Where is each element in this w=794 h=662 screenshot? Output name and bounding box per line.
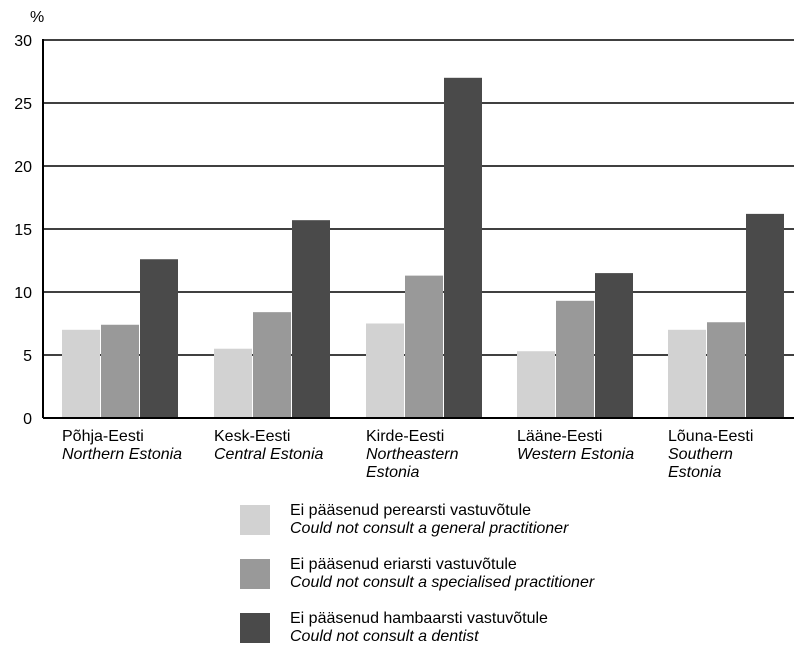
bar [707,322,745,418]
legend-item-general-practitioner: Ei pääsenud perearsti vastuvõtule Could … [240,500,594,540]
category-label-en: Estonia [366,464,419,481]
legend-label-en: Could not consult a specialised practiti… [290,574,595,591]
legend-label-et: Ei pääsenud hambaarsti vastuvõtule [290,610,548,627]
category-label-en: Central Estonia [214,446,323,463]
legend-label-dentist: Ei pääsenud hambaarsti vastuvõtule Could… [290,610,548,646]
bar [292,220,330,418]
y-tick-label: 5 [23,348,32,365]
legend-label-general-practitioner: Ei pääsenud perearsti vastuvõtule Could … [290,502,568,538]
category-label-et: Kesk-Eesti [214,428,290,445]
y-tick-label: 10 [14,285,32,302]
legend-item-specialised-practitioner: Ei pääsenud eriarsti vastuvõtule Could n… [240,554,594,594]
bar [405,275,443,418]
legend-label-et: Ei pääsenud eriarsti vastuvõtule [290,556,517,573]
category-label-et: Kirde-Eesti [366,428,444,445]
bar [214,348,252,418]
bar [668,329,706,418]
category-label-en: Northern Estonia [62,446,182,463]
bar [62,329,100,418]
legend: Ei pääsenud perearsti vastuvõtule Could … [240,500,594,662]
bar [444,77,482,419]
legend-swatch-general-practitioner [240,505,270,535]
category-label-en: Southern [668,446,733,463]
y-tick-label: 15 [14,222,32,239]
axes [42,39,794,419]
bar [253,312,291,418]
category-label-en: Western Estonia [517,446,634,463]
bar [140,259,178,418]
y-tick-label: 30 [14,33,32,50]
bar [556,300,594,418]
category-label-et: Põhja-Eesti [62,428,144,445]
bars [62,77,784,419]
legend-label-et: Ei pääsenud perearsti vastuvõtule [290,502,532,519]
bar [101,324,139,418]
bar [517,351,555,418]
y-tick-label: 0 [23,411,32,428]
bar [595,273,633,418]
category-label-en: Estonia [668,464,721,481]
bar [366,323,404,418]
category-label-et: Lõuna-Eesti [668,428,753,445]
legend-swatch-specialised-practitioner [240,559,270,589]
category-label-en: Northeastern [366,446,459,463]
legend-swatch-dentist [240,613,270,643]
y-tick-labels: 0 5 10 15 20 25 30 [14,33,32,428]
category-label-et: Lääne-Eesti [517,428,602,445]
legend-label-en: Could not consult a general practitioner [290,520,569,537]
legend-label-specialised-practitioner: Ei pääsenud eriarsti vastuvõtule Could n… [290,556,594,592]
y-tick-label: 20 [14,159,32,176]
bar [746,213,784,418]
legend-label-en: Could not consult a dentist [290,628,479,645]
y-tick-label: 25 [14,96,32,113]
y-axis-unit-label: % [30,9,44,26]
legend-item-dentist: Ei pääsenud hambaarsti vastuvõtule Could… [240,608,594,648]
